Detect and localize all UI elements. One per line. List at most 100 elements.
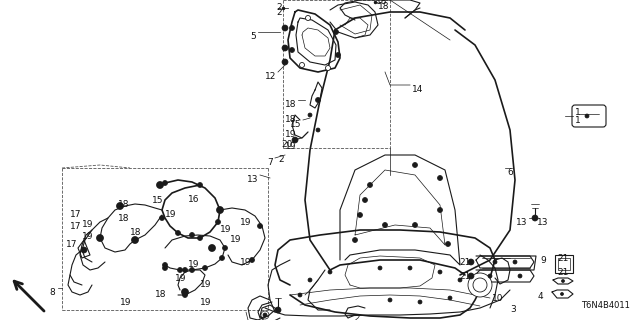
Bar (555, 255, 573, 273)
Text: 21: 21 (460, 272, 471, 281)
Circle shape (585, 114, 589, 118)
Circle shape (289, 26, 294, 30)
Circle shape (473, 278, 487, 292)
Circle shape (305, 15, 310, 20)
Text: 5: 5 (250, 32, 256, 41)
Text: 19: 19 (285, 142, 296, 151)
Text: 17: 17 (70, 210, 81, 219)
Circle shape (458, 278, 462, 282)
Text: 9: 9 (540, 256, 546, 265)
Bar (558, 258, 570, 270)
Text: 18: 18 (155, 290, 166, 299)
Text: 17: 17 (66, 240, 77, 249)
Circle shape (182, 268, 188, 273)
Circle shape (358, 212, 362, 218)
Circle shape (163, 266, 168, 270)
Circle shape (257, 223, 262, 228)
Circle shape (292, 137, 298, 143)
Circle shape (326, 66, 330, 70)
Text: 20: 20 (282, 140, 293, 149)
Text: 18: 18 (376, 0, 387, 6)
Circle shape (316, 128, 320, 132)
Text: 18: 18 (285, 115, 296, 124)
Circle shape (513, 260, 517, 264)
Circle shape (308, 113, 312, 117)
Text: 19: 19 (240, 218, 252, 227)
Circle shape (157, 182, 163, 188)
Text: 13: 13 (537, 218, 548, 227)
Circle shape (561, 279, 564, 283)
Circle shape (532, 215, 538, 221)
Circle shape (316, 98, 321, 102)
Circle shape (353, 237, 358, 243)
Circle shape (298, 293, 302, 297)
Circle shape (218, 207, 223, 212)
Text: T6N4B4011: T6N4B4011 (581, 301, 630, 310)
Text: 6: 6 (507, 168, 513, 177)
Circle shape (216, 206, 223, 213)
Text: 19: 19 (188, 260, 200, 269)
Circle shape (282, 45, 288, 51)
Circle shape (81, 247, 87, 253)
Circle shape (413, 222, 417, 228)
Circle shape (131, 236, 138, 244)
Circle shape (216, 220, 221, 225)
Text: 19: 19 (200, 280, 211, 289)
Circle shape (367, 182, 372, 188)
Text: 2: 2 (276, 4, 282, 12)
Text: 18: 18 (130, 228, 141, 237)
Text: 15: 15 (152, 196, 163, 205)
Circle shape (202, 266, 207, 270)
Text: 13: 13 (515, 218, 527, 227)
Circle shape (97, 235, 104, 242)
Text: 8: 8 (49, 288, 55, 297)
Text: 19: 19 (200, 298, 211, 307)
Circle shape (308, 278, 312, 282)
Text: 19: 19 (120, 298, 131, 307)
Text: 21: 21 (460, 258, 471, 267)
Text: 19: 19 (165, 210, 177, 219)
Circle shape (335, 52, 340, 58)
Text: 14: 14 (412, 85, 424, 94)
Circle shape (300, 62, 305, 68)
Text: 2: 2 (276, 8, 282, 17)
Text: 16: 16 (188, 195, 200, 204)
Circle shape (468, 273, 474, 279)
Circle shape (209, 244, 216, 252)
Circle shape (438, 207, 442, 212)
Circle shape (182, 289, 189, 295)
Circle shape (175, 230, 180, 236)
Circle shape (263, 313, 267, 317)
Text: 12: 12 (264, 72, 276, 81)
Circle shape (189, 233, 195, 237)
Circle shape (445, 242, 451, 246)
Circle shape (418, 300, 422, 304)
Text: 7: 7 (268, 158, 273, 167)
Text: 19: 19 (240, 258, 252, 267)
Circle shape (488, 274, 492, 278)
Circle shape (275, 307, 281, 313)
Text: 21: 21 (557, 268, 568, 277)
Text: 21: 21 (557, 254, 568, 263)
Text: 17: 17 (70, 222, 81, 231)
Circle shape (362, 197, 367, 203)
Circle shape (438, 270, 442, 274)
Circle shape (182, 292, 188, 298)
Circle shape (282, 25, 288, 31)
Text: 19: 19 (82, 232, 93, 241)
Text: 2: 2 (278, 155, 284, 164)
Circle shape (159, 215, 164, 220)
Circle shape (468, 259, 474, 265)
Circle shape (282, 59, 288, 65)
Circle shape (468, 273, 492, 297)
Text: 18: 18 (378, 2, 390, 11)
Circle shape (177, 268, 182, 273)
Circle shape (220, 255, 225, 260)
Text: 19: 19 (175, 274, 186, 283)
Circle shape (198, 182, 202, 188)
Circle shape (448, 296, 452, 300)
Circle shape (250, 258, 255, 262)
Circle shape (289, 47, 294, 52)
Circle shape (223, 245, 227, 251)
Text: 19: 19 (230, 235, 241, 244)
